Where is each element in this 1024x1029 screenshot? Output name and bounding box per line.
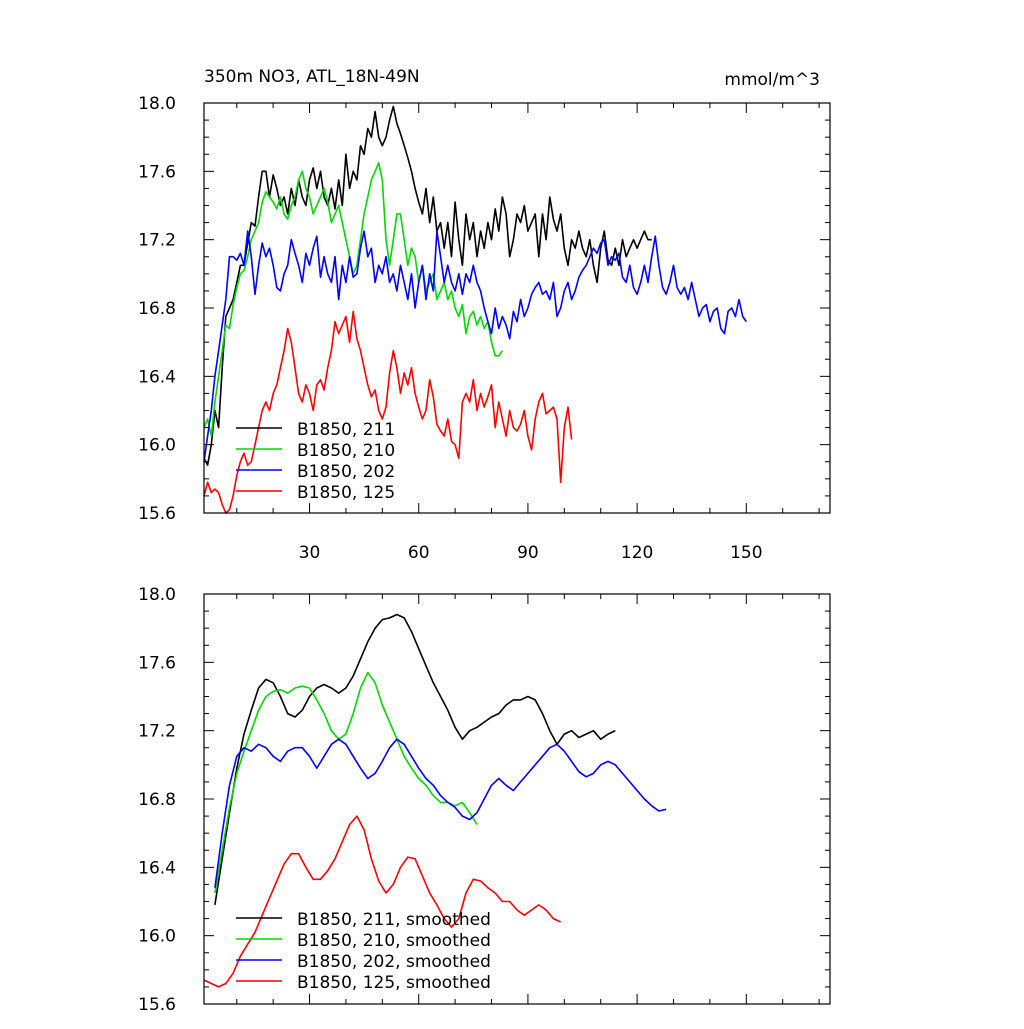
y-tick-label: 18.0: [138, 585, 176, 605]
y-tick-label: 17.6: [138, 653, 176, 673]
y-tick-label: 16.0: [138, 927, 176, 947]
y-tick-label: 16.4: [138, 367, 176, 387]
y-tick-label: 16.8: [138, 790, 176, 810]
legend-label: B1850, 125: [297, 483, 395, 503]
panel-2: 15.6 16.0 16.4 16.8 17.2 17.6 18.0 B1850, 211, …: [138, 585, 831, 1015]
chart-title: 350m NO3, ATL_18N-49N: [204, 67, 420, 87]
legend-label: B1850, 202: [297, 462, 395, 482]
y-tick-label: 15.6: [138, 504, 176, 524]
x-tick-label: 30: [299, 543, 321, 563]
series-line-1: [214, 613, 616, 906]
y-tick-label: 15.6: [138, 995, 176, 1015]
y-tick-label: 17.2: [138, 231, 176, 251]
y-tick-label: 16.4: [138, 858, 176, 878]
legend-label: B1850, 211: [297, 420, 395, 440]
units-label: mmol/m^3: [724, 70, 820, 90]
x-tick-label: 60: [408, 543, 430, 563]
y-tick-label: 16.8: [138, 299, 176, 319]
series-line-2: [203, 162, 504, 437]
legend-label: B1850, 210, smoothed: [297, 931, 491, 951]
legend-label: B1850, 125, smoothed: [297, 973, 491, 993]
y-tick-label: 18.0: [138, 94, 176, 114]
legend-label: B1850, 211, smoothed: [297, 910, 491, 930]
series-line-1: [203, 105, 652, 467]
y-tick-label: 16.0: [138, 436, 176, 456]
series-line-4: [203, 815, 562, 988]
legend-label: B1850, 210: [297, 441, 395, 461]
series-line-3: [203, 230, 747, 462]
x-tick-label: 150: [730, 543, 762, 563]
y-tick-label: 17.2: [138, 722, 176, 742]
series-line-3: [214, 738, 667, 888]
y-tick-label: 17.6: [138, 162, 176, 182]
series-line-2: [214, 671, 478, 894]
legend-label: B1850, 202, smoothed: [297, 952, 491, 972]
x-tick-label: 120: [621, 543, 653, 563]
series-line-4: [203, 310, 573, 514]
panel-1: 15.6 16.0 16.4 16.8 17.2 17.6 18.0 30 60 90 120 150…: [138, 94, 831, 563]
x-tick-label: 90: [517, 543, 539, 563]
